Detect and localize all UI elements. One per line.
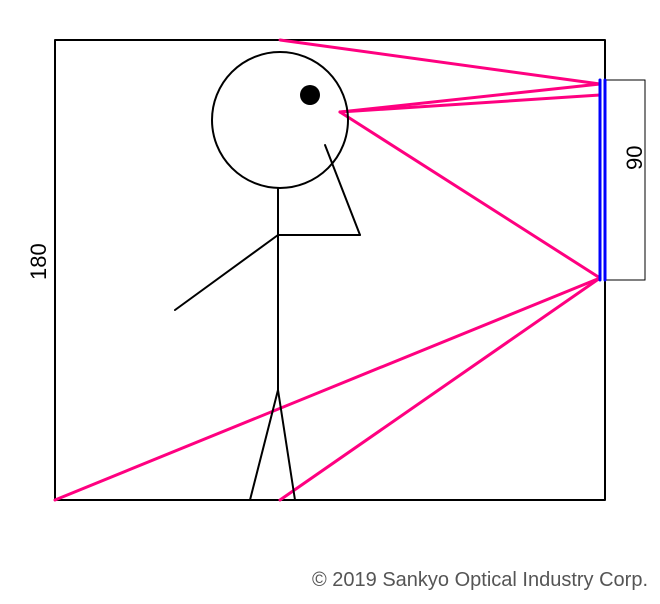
diagram-container: 180 90 © 2019 Sankyo Optical Industry Co… bbox=[0, 0, 660, 604]
copyright-text: © 2019 Sankyo Optical Industry Corp. bbox=[312, 569, 648, 592]
person-arm-left bbox=[175, 235, 278, 310]
person-leg-left bbox=[250, 390, 278, 500]
person-head bbox=[212, 52, 348, 188]
person-eye bbox=[300, 85, 320, 105]
diagram-svg bbox=[0, 0, 660, 560]
person-arm-right-fore bbox=[325, 145, 360, 235]
room-outline bbox=[55, 40, 605, 500]
ray-3 bbox=[340, 112, 600, 278]
dimension-label-mirror-height: 90 bbox=[622, 146, 648, 170]
dimension-label-room-height: 180 bbox=[26, 243, 52, 280]
ray-0 bbox=[280, 40, 600, 84]
